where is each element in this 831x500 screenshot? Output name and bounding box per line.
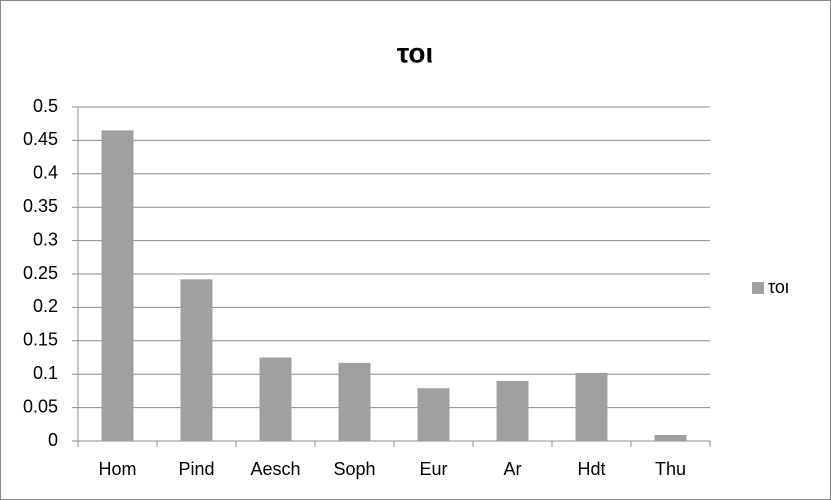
x-tick-label: Soph [333, 459, 375, 479]
y-tick-label: 0.25 [23, 263, 58, 283]
legend-swatch [752, 282, 764, 294]
bar [496, 380, 529, 441]
x-tick-label: Eur [419, 459, 447, 479]
x-tick-label: Thu [655, 459, 686, 479]
bar [417, 388, 450, 441]
y-tick-label: 0.2 [33, 296, 58, 316]
bar [259, 357, 292, 441]
y-tick-label: 0.15 [23, 330, 58, 350]
y-tick-label: 0.35 [23, 196, 58, 216]
y-tick-label: 0.4 [33, 163, 58, 183]
bar [338, 362, 371, 441]
bar [654, 434, 687, 441]
y-tick-label: 0.05 [23, 396, 58, 416]
y-tick-label: 0.3 [33, 229, 58, 249]
chart-title: τοι [397, 37, 434, 68]
y-tick-label: 0.1 [33, 363, 58, 383]
bar [101, 130, 134, 441]
x-tick-label: Pind [178, 459, 214, 479]
y-tick-label: 0.45 [23, 129, 58, 149]
x-tick-label: Hom [98, 459, 136, 479]
bar [180, 279, 213, 441]
y-tick-label: 0 [48, 430, 58, 450]
x-tick-label: Hdt [577, 459, 605, 479]
bar [575, 372, 608, 441]
y-tick-label: 0.5 [33, 96, 58, 116]
x-tick-label: Ar [504, 459, 522, 479]
legend-label: τοι [768, 277, 789, 297]
x-tick-label: Aesch [250, 459, 300, 479]
